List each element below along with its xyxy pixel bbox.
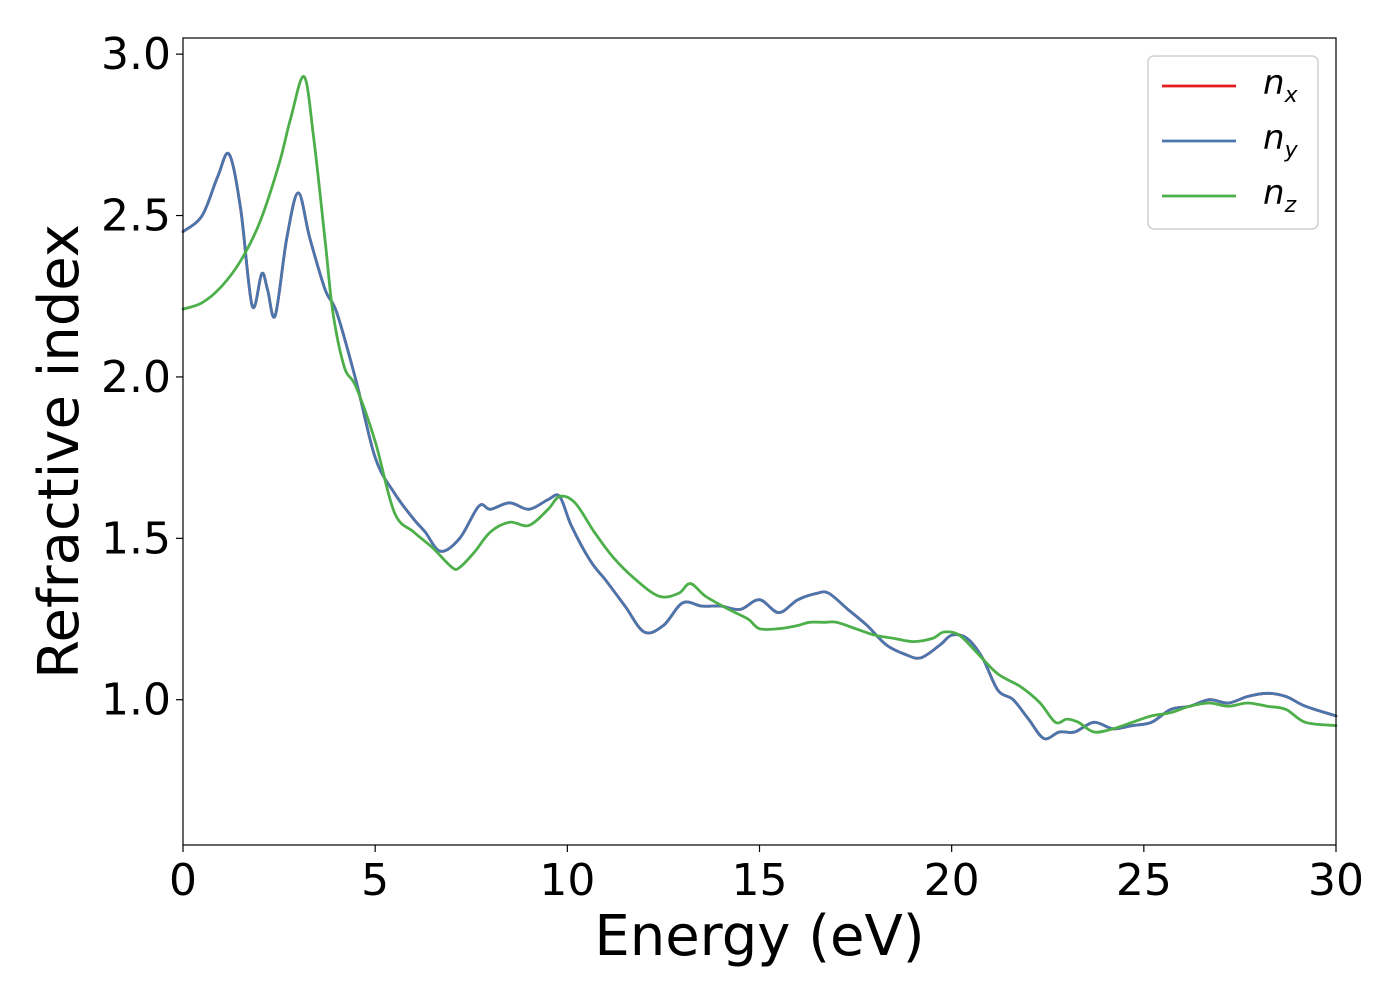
legend-label-x: nx — [1263, 63, 1299, 108]
legend: nx ny nz — [1147, 55, 1319, 230]
x-tick-label: 10 — [539, 855, 595, 906]
x-axis-ticks: 0 5 10 15 20 25 30 — [169, 845, 1364, 906]
x-axis-title: Energy (eV) — [594, 904, 924, 969]
series-line-y — [181, 151, 1338, 741]
y-axis-ticks: 1.0 1.5 2.0 2.5 3.0 — [101, 29, 183, 726]
y-tick-label: 2.5 — [101, 191, 171, 242]
plot-lines — [181, 75, 1338, 741]
y-tick-label: 2.0 — [101, 352, 171, 403]
x-tick-label: 30 — [1308, 855, 1364, 906]
y-tick-label: 1.0 — [101, 675, 171, 726]
y-tick-label: 1.5 — [101, 513, 171, 564]
x-tick-label: 15 — [732, 855, 788, 906]
x-tick-label: 20 — [924, 855, 980, 906]
legend-label-z: nz — [1263, 173, 1297, 218]
legend-box — [1147, 55, 1319, 230]
legend-label-y: ny — [1263, 118, 1299, 163]
x-tick-label: 25 — [1116, 855, 1172, 906]
x-tick-label: 5 — [361, 855, 389, 906]
y-axis-title: Refractive index — [27, 224, 92, 679]
x-tick-label: 0 — [169, 855, 197, 906]
y-tick-label: 3.0 — [101, 29, 171, 80]
series-line-z — [181, 75, 1338, 734]
